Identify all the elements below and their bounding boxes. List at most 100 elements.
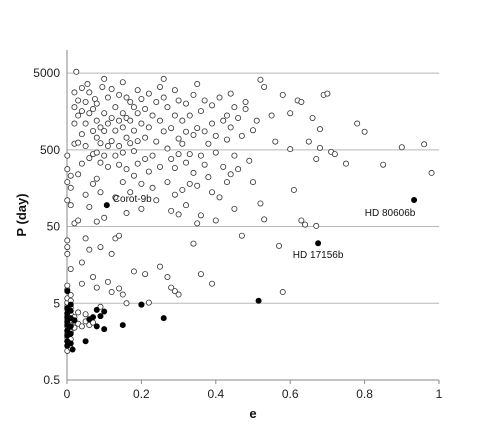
open-point: [223, 136, 230, 143]
filled-point: [69, 346, 76, 353]
open-point: [231, 104, 238, 111]
open-point: [134, 160, 141, 167]
open-point: [67, 172, 74, 179]
open-point: [84, 81, 91, 88]
filled-point: [93, 306, 100, 313]
open-point: [302, 221, 309, 228]
open-point: [116, 285, 123, 292]
open-point: [171, 191, 178, 198]
open-point: [93, 100, 100, 107]
open-point: [116, 117, 123, 124]
open-point: [75, 97, 82, 104]
open-point: [175, 151, 182, 158]
open-point: [246, 157, 253, 164]
gridlines: [67, 72, 439, 304]
open-point: [227, 171, 234, 178]
open-point: [171, 87, 178, 94]
open-point: [216, 194, 223, 201]
filled-point: [67, 307, 74, 314]
open-point: [104, 94, 111, 101]
open-point: [168, 284, 175, 291]
open-point: [64, 237, 71, 244]
open-point: [101, 127, 108, 134]
filled-point: [64, 288, 71, 295]
open-point: [119, 79, 126, 86]
open-point: [380, 161, 387, 168]
open-point: [164, 104, 171, 111]
open-point: [78, 259, 85, 266]
open-point: [82, 99, 89, 106]
open-point: [175, 291, 182, 298]
open-point: [168, 207, 175, 214]
open-point: [71, 120, 78, 127]
open-point: [123, 134, 130, 141]
x-tick-label: 0.8: [356, 387, 373, 401]
open-point: [168, 125, 175, 132]
open-point: [242, 106, 249, 113]
open-point: [93, 134, 100, 141]
open-point: [101, 152, 108, 159]
open-point: [97, 244, 104, 251]
open-point: [104, 143, 111, 150]
open-point: [93, 117, 100, 124]
filled-point: [67, 301, 74, 308]
open-point: [212, 217, 219, 224]
open-point: [153, 99, 160, 106]
open-point: [64, 250, 71, 257]
filled-point: [97, 313, 104, 320]
open-point: [197, 108, 204, 115]
open-point: [216, 94, 223, 101]
open-point: [71, 89, 78, 96]
open-point: [149, 184, 156, 191]
open-point: [78, 323, 85, 330]
open-point: [108, 289, 115, 296]
open-point: [97, 124, 104, 131]
open-point: [112, 194, 119, 201]
open-point: [108, 250, 115, 257]
open-point: [342, 160, 349, 167]
open-point: [186, 180, 193, 187]
open-point: [104, 120, 111, 127]
open-point: [316, 126, 323, 133]
open-point: [64, 166, 71, 173]
open-point: [78, 160, 85, 167]
x-tick-label: 0: [64, 387, 71, 401]
open-point: [93, 175, 100, 182]
open-point: [123, 210, 130, 217]
open-point: [287, 146, 294, 153]
open-point: [175, 135, 182, 142]
open-point: [101, 110, 108, 117]
open-point: [223, 112, 230, 119]
open-point: [71, 104, 78, 111]
open-point: [305, 138, 312, 145]
open-point: [123, 300, 130, 307]
filled-point: [138, 301, 145, 308]
open-point: [93, 218, 100, 225]
open-point: [119, 110, 126, 117]
open-point: [186, 112, 193, 119]
open-point: [361, 128, 368, 135]
open-point: [97, 189, 104, 196]
open-point: [97, 140, 104, 147]
open-point: [142, 134, 149, 141]
open-point: [197, 152, 204, 159]
point-annotation: HD 80606b: [365, 208, 416, 219]
open-point: [205, 174, 212, 181]
open-point: [130, 148, 137, 155]
open-point: [67, 265, 74, 272]
open-point: [75, 217, 82, 224]
open-point: [313, 155, 320, 162]
open-point: [130, 127, 137, 134]
open-point: [279, 91, 286, 98]
open-point: [194, 182, 201, 189]
open-point: [279, 289, 286, 296]
open-point: [86, 155, 93, 162]
open-point: [175, 97, 182, 104]
open-point: [160, 94, 167, 101]
open-point: [249, 127, 256, 134]
open-point: [164, 145, 171, 152]
annotations: Corot-9b HD 17156b HD 80606b: [113, 194, 416, 261]
open-point: [183, 159, 190, 166]
open-point: [134, 138, 141, 145]
